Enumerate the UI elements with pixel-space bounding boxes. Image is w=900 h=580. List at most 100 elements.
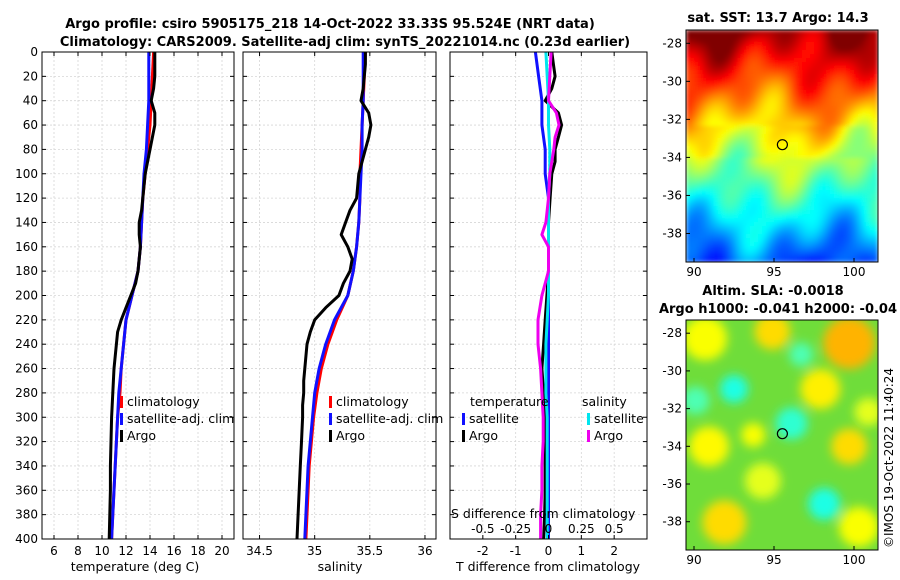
sst-cell — [850, 230, 855, 235]
sst-cell — [790, 86, 795, 91]
sst-cell — [826, 162, 831, 167]
sst-cell — [766, 98, 771, 103]
sst-cell — [750, 74, 755, 79]
sst-cell — [738, 102, 743, 107]
sst-cell — [842, 62, 847, 67]
sst-cell — [702, 246, 707, 251]
sst-cell — [762, 38, 767, 43]
sst-cell — [866, 106, 871, 111]
sst-cell — [830, 142, 835, 147]
sst-cell — [754, 78, 759, 83]
sst-cell — [838, 158, 843, 163]
sst-cell — [818, 250, 823, 255]
sst-cell — [754, 58, 759, 63]
sst-cell — [810, 174, 815, 179]
sst-cell — [694, 178, 699, 183]
sst-cell — [802, 186, 807, 191]
sst-cell — [710, 98, 715, 103]
sst-cell — [842, 146, 847, 151]
sst-cell — [810, 38, 815, 43]
sst-cell — [698, 122, 703, 127]
sst-cell — [734, 46, 739, 51]
sst-cell — [754, 214, 759, 219]
sst-cell — [698, 50, 703, 55]
sst-cell — [814, 170, 819, 175]
sst-cell — [746, 98, 751, 103]
sst-cell — [802, 110, 807, 115]
sst-cell — [718, 154, 723, 159]
sst-cell — [826, 158, 831, 163]
sst-cell — [814, 174, 819, 179]
sst-cell — [786, 74, 791, 79]
sst-cell — [734, 198, 739, 203]
sst-cell — [686, 226, 691, 231]
sst-cell — [758, 118, 763, 123]
sst-cell — [710, 50, 715, 55]
sst-cell — [758, 58, 763, 63]
sst-cell — [810, 194, 815, 199]
sst-cell — [818, 110, 823, 115]
sst-cell — [798, 214, 803, 219]
sst-cell — [742, 118, 747, 123]
sst-cell — [698, 38, 703, 43]
sst-cell — [874, 222, 878, 227]
sst-cell — [830, 222, 835, 227]
sst-cell — [802, 134, 807, 139]
sst-cell — [746, 222, 751, 227]
sst-cell — [782, 178, 787, 183]
sst-cell — [710, 142, 715, 147]
sst-cell — [698, 134, 703, 139]
sst-cell — [782, 38, 787, 43]
sst-cell — [722, 30, 727, 35]
sst-cell — [754, 230, 759, 235]
sst-cell — [870, 106, 875, 111]
sst-cell — [810, 166, 815, 171]
sst-cell — [806, 118, 811, 123]
sst-cell — [690, 42, 695, 47]
sst-cell — [842, 78, 847, 83]
sst-cell — [758, 74, 763, 79]
sst-cell — [842, 206, 847, 211]
sst-cell — [794, 126, 799, 131]
sst-cell — [806, 202, 811, 207]
sst-cell — [738, 226, 743, 231]
sst-cell — [798, 98, 803, 103]
sst-cell — [702, 250, 707, 255]
sst-cell — [722, 218, 727, 223]
sst-cell — [734, 142, 739, 147]
sst-cell — [698, 210, 703, 215]
sst-cell — [854, 246, 859, 251]
sst-cell — [690, 226, 695, 231]
sst-cell — [686, 130, 691, 135]
sst-cell — [774, 190, 779, 195]
sst-cell — [830, 118, 835, 123]
sst-cell — [702, 118, 707, 123]
sst-cell — [694, 130, 699, 135]
sst-cell — [778, 58, 783, 63]
sst-cell — [838, 166, 843, 171]
s-xtick-label: 0.5 — [605, 522, 624, 536]
sst-cell — [746, 82, 751, 87]
sst-cell — [854, 74, 859, 79]
sst-cell — [786, 222, 791, 227]
sst-cell — [686, 106, 691, 111]
sst-cell — [762, 86, 767, 91]
sst-cell — [758, 178, 763, 183]
temperature-profile-panel: 6 8 10 12 14 16 18 20 0204060801001201401601802… — [15, 45, 235, 574]
sst-cell — [814, 210, 819, 215]
s-xtick-label: 0 — [545, 522, 553, 536]
sst-cell — [706, 58, 711, 63]
sst-cell — [814, 178, 819, 183]
sst-cell — [746, 166, 751, 171]
ytick-label: 260 — [15, 362, 38, 376]
sst-cell — [726, 122, 731, 127]
sst-cell — [778, 194, 783, 199]
sst-cell — [854, 98, 859, 103]
sst-cell — [686, 186, 691, 191]
sst-cell — [786, 170, 791, 175]
sst-cell — [866, 190, 871, 195]
sst-cell — [698, 102, 703, 107]
sst-cell — [738, 178, 743, 183]
sst-cell — [782, 210, 787, 215]
sst-cell — [706, 250, 711, 255]
